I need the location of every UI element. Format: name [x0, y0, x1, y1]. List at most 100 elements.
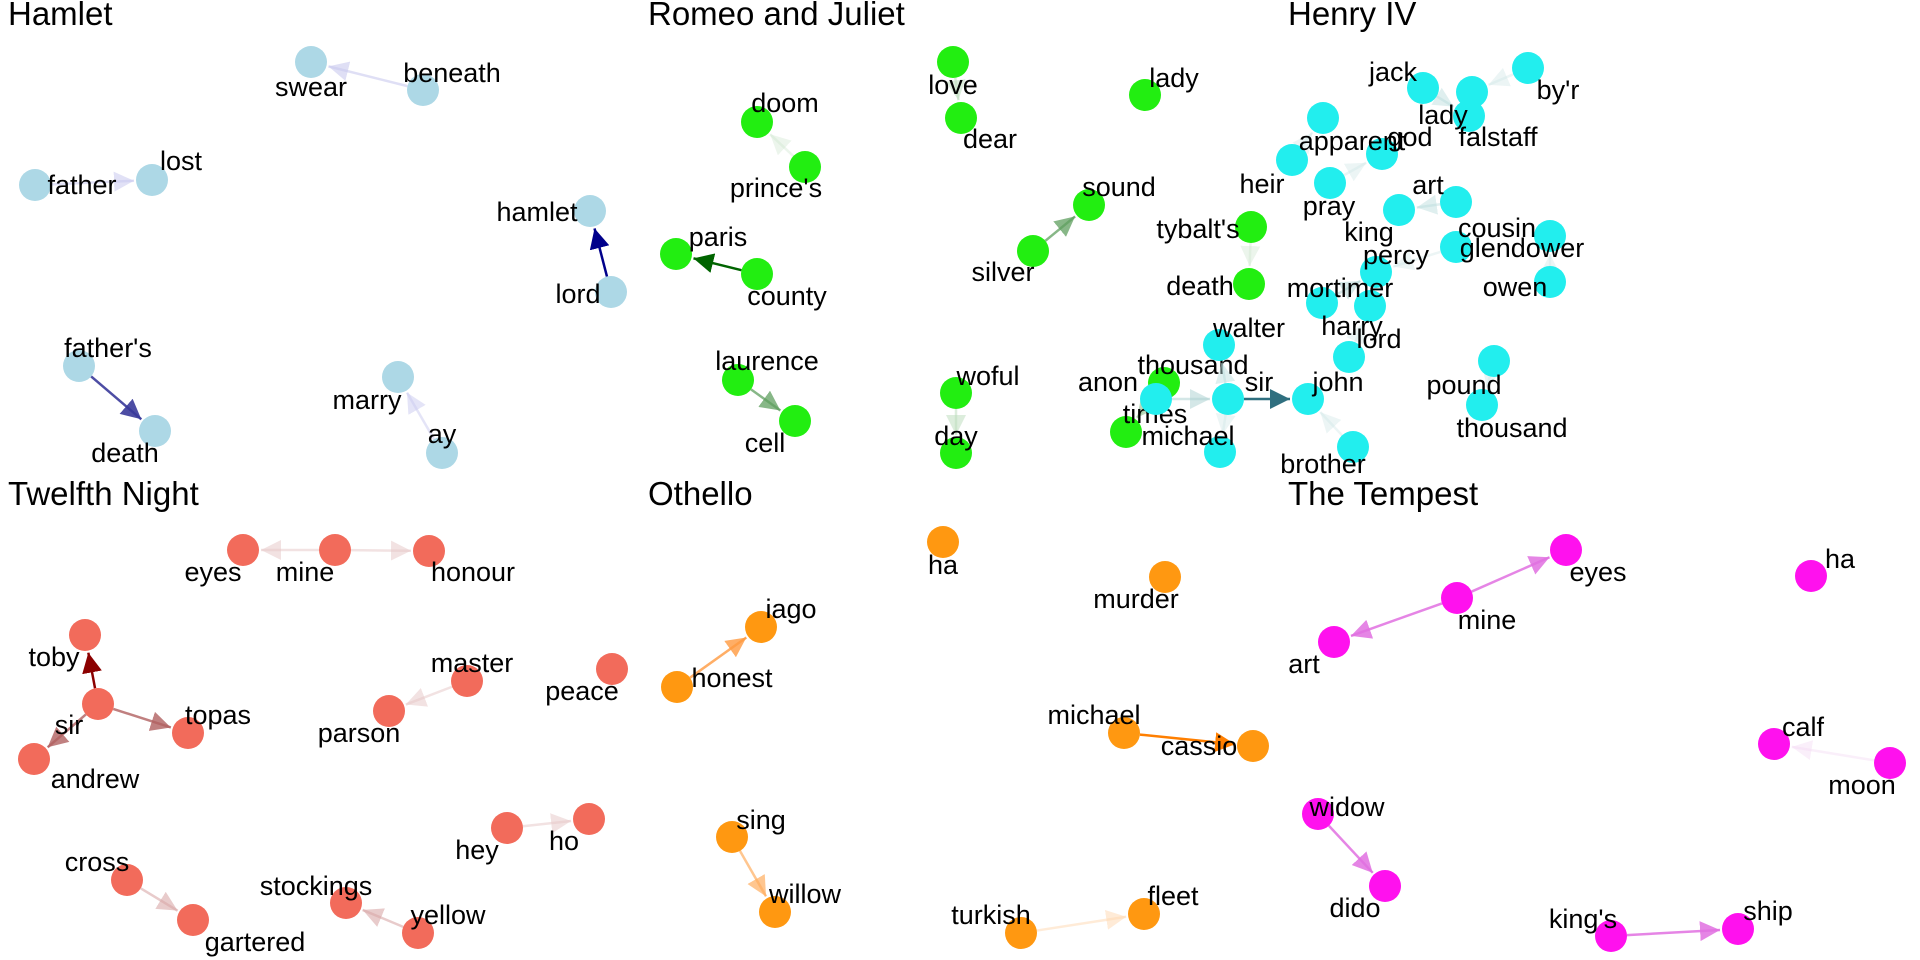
- node-love: [937, 46, 969, 78]
- node-death: [1233, 268, 1265, 300]
- node-label-county: county: [747, 281, 827, 311]
- edge-sir-andrew: [46, 713, 87, 749]
- node-label-anon: anon: [1078, 367, 1138, 397]
- node-day: [940, 437, 972, 469]
- edge-jack-falstaff: [1431, 87, 1455, 108]
- node-jack: [1407, 72, 1439, 104]
- edge-michael-cassio: [1139, 732, 1236, 753]
- node-label-marry: marry: [333, 385, 402, 415]
- node-yellow: [402, 917, 434, 949]
- node-label-cousin: cousin: [1458, 213, 1536, 243]
- node-label-lord: lord: [1356, 324, 1401, 354]
- node-cassio: [1237, 730, 1269, 762]
- node-label-love: love: [928, 70, 978, 100]
- node-label-cassio: cassio: [1161, 731, 1238, 761]
- node-label-sir: sir: [55, 710, 84, 740]
- node-paris: [660, 238, 692, 270]
- node-label-jack: jack: [1368, 57, 1418, 87]
- node-label-silver: silver: [971, 257, 1034, 287]
- node-label-ha: ha: [928, 550, 959, 580]
- edge-brother-john: [1319, 411, 1343, 437]
- node-label-michael: michael: [1141, 421, 1234, 451]
- node-silver: [1017, 235, 1049, 267]
- node-label-widow: widow: [1308, 792, 1385, 822]
- node-art: [1318, 626, 1350, 658]
- node-ship: [1722, 913, 1754, 945]
- node-ha: [1795, 560, 1827, 592]
- node-label-fleet: fleet: [1147, 881, 1199, 911]
- node-label-father: father: [47, 170, 116, 200]
- node-label-swear: swear: [275, 72, 347, 102]
- node-mine: [319, 534, 351, 566]
- node-mortimer: [1354, 290, 1386, 322]
- edge-moon-calf: [1791, 740, 1875, 762]
- node-gartered: [177, 904, 209, 936]
- node-label-paris: paris: [689, 222, 748, 252]
- edge-hey-ho: [522, 813, 572, 834]
- node-brother: [1337, 431, 1369, 463]
- node-label-doom: doom: [751, 88, 819, 118]
- node-father: [19, 169, 51, 201]
- node-label-murder: murder: [1093, 584, 1179, 614]
- node-label-lady: lady: [1418, 100, 1468, 130]
- node-god: [1366, 138, 1398, 170]
- node-label-iago: iago: [765, 594, 816, 624]
- node-label-tybalts: tybalt's: [1156, 214, 1239, 244]
- node-label-sound: sound: [1082, 172, 1156, 202]
- node-label-honour: honour: [431, 557, 515, 587]
- edge-tybalts-death: [1240, 242, 1261, 267]
- node-label-honest: honest: [691, 663, 773, 693]
- node-princes: [789, 151, 821, 183]
- node-calf: [1758, 728, 1790, 760]
- node-label-death: death: [1166, 271, 1234, 301]
- node-pound: [1478, 345, 1510, 377]
- node-label-moon: moon: [1828, 770, 1896, 800]
- node-king: [1383, 194, 1415, 226]
- node-peace: [596, 653, 628, 685]
- node-label-art: art: [1288, 649, 1320, 679]
- node-times: [1110, 416, 1142, 448]
- node-label-falstaff: falstaff: [1458, 122, 1538, 152]
- edge-widow-dido: [1327, 824, 1374, 874]
- node-andrew: [18, 743, 50, 775]
- node-label-byr: by'r: [1537, 75, 1580, 105]
- node-percy: [1360, 256, 1392, 288]
- node-label-lost: lost: [160, 146, 203, 176]
- node-sing: [716, 821, 748, 853]
- node-eyes: [1550, 534, 1582, 566]
- node-label-mine: mine: [1458, 605, 1517, 635]
- panel-2: Henry IVby'rladygodprayjackfalstaffappar…: [1078, 0, 1584, 479]
- node-label-willow: willow: [768, 879, 842, 909]
- edge-lord-hamlet: [589, 228, 610, 277]
- edge-honest-iago: [689, 636, 748, 679]
- panel-3: Twelfth Night eyes mine honour toby sir topas a…: [8, 475, 628, 957]
- node-dido: [1369, 870, 1401, 902]
- node-ay: [426, 437, 458, 469]
- node-moon: [1874, 747, 1906, 779]
- node-label-andrew: andrew: [51, 764, 140, 794]
- node-hey: [491, 812, 523, 844]
- node-label-mortimer: mortimer: [1287, 273, 1394, 303]
- edge-pray-god: [1343, 161, 1367, 182]
- node-label-calf: calf: [1782, 712, 1825, 742]
- node-dear: [945, 102, 977, 134]
- node-john: [1292, 383, 1324, 415]
- panel-0: Hamlet swear beneath father lost hamlet lord fa…: [8, 0, 627, 469]
- node-honour: [413, 535, 445, 567]
- node-widow: [1302, 798, 1334, 830]
- node-topas: [172, 717, 204, 749]
- node-swear: [295, 46, 327, 78]
- edge-fathers-death: [90, 375, 143, 421]
- node-ha: [927, 526, 959, 558]
- node-label-lady: lady: [1149, 63, 1199, 93]
- node-county: [741, 258, 773, 290]
- node-cross: [111, 864, 143, 896]
- node-willow: [759, 896, 791, 928]
- node-label-god: god: [1387, 122, 1432, 152]
- node-ho: [573, 803, 605, 835]
- panel-title: Henry IV: [1288, 0, 1416, 32]
- node-lady: [1456, 76, 1488, 108]
- edge-yellow-stockings: [362, 908, 404, 929]
- node-label-thousand: thousand: [1137, 350, 1248, 380]
